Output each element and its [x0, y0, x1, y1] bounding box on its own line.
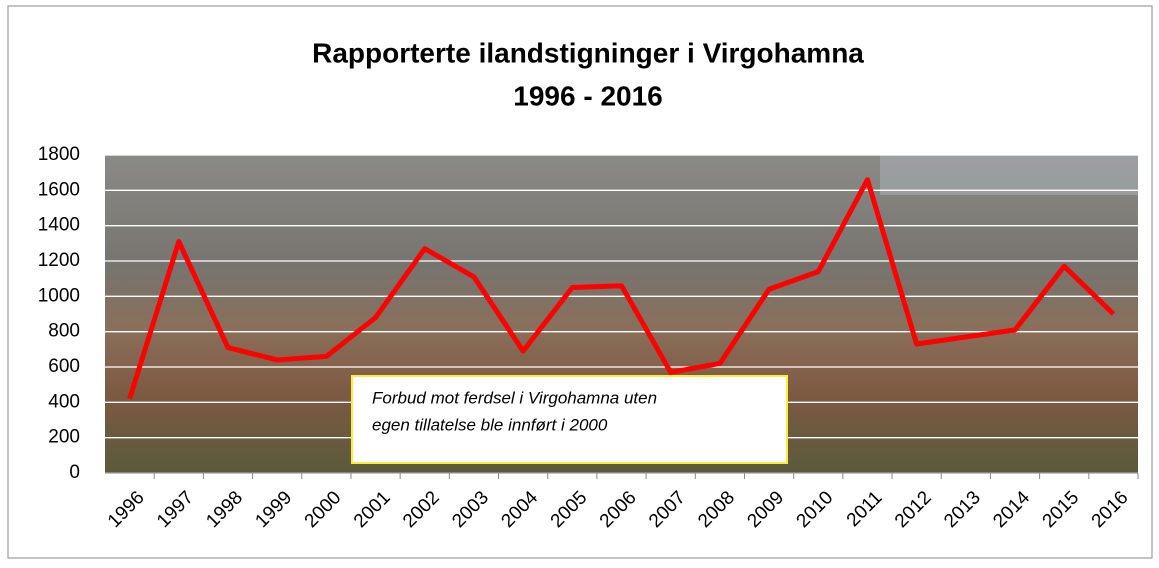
annotation: Forbud mot ferdsel i Virgohamna uten — [372, 388, 657, 407]
y-tick-label: 1400 — [38, 215, 80, 236]
y-tick-label: 600 — [48, 356, 80, 377]
y-tick-label: 200 — [48, 427, 80, 448]
y-tick-label: 1000 — [38, 285, 80, 306]
background-mountain — [880, 155, 1138, 195]
chart: Rapporterte ilandstigninger i Virgohamna… — [0, 0, 1159, 563]
y-tick-label: 0 — [69, 462, 80, 483]
y-tick-label: 400 — [48, 391, 80, 412]
y-tick-label: 1200 — [38, 250, 80, 271]
chart-title: Rapporterte ilandstigninger i Virgohamna — [312, 37, 864, 68]
y-tick-label: 1800 — [38, 144, 80, 165]
y-tick-label: 800 — [48, 321, 80, 342]
y-tick-label: 1600 — [38, 179, 80, 200]
annotation: egen tillatelse ble innført i 2000 — [372, 415, 608, 434]
chart-title: 1996 - 2016 — [513, 80, 662, 111]
